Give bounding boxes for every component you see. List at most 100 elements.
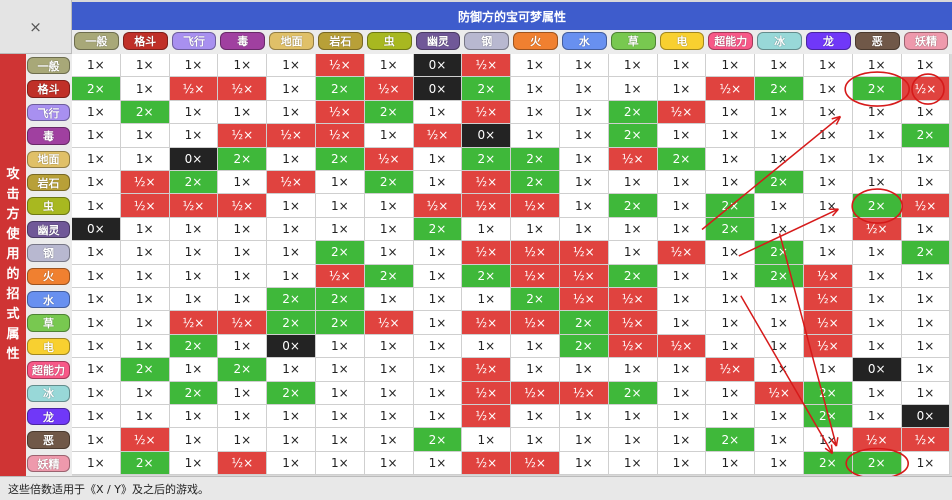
multiplier-cell: ½× [462, 241, 512, 265]
multiplier-cell: 1× [901, 381, 951, 405]
multiplier-cell: 1× [657, 77, 707, 101]
multiplier-cell: 1× [901, 358, 951, 382]
multiplier-cell: 1× [804, 124, 853, 148]
multiplier-cell: 1× [804, 100, 853, 125]
multiplier-cell: ½× [755, 381, 804, 405]
multiplier-cell: ½× [852, 428, 902, 452]
multiplier-cell: 1× [852, 54, 902, 78]
multiplier-cell: 2× [218, 358, 268, 382]
multiplier-cell: 1× [413, 100, 463, 125]
multiplier-cell: 2× [169, 171, 219, 195]
multiplier-cell: 1× [218, 288, 268, 312]
row-header-11: 草 [27, 314, 70, 332]
row-header-2: 飞行 [27, 103, 70, 122]
multiplier-cell: 1× [608, 54, 658, 78]
multiplier-cell: 2× [755, 77, 804, 101]
multiplier-cell: ½× [218, 77, 268, 101]
multiplier-cell: 1× [560, 358, 609, 382]
multiplier-cell: 1× [755, 217, 804, 242]
column-header-7: 幽灵 [415, 32, 461, 50]
multiplier-cell: ½× [462, 100, 512, 125]
multiplier-cell: 1× [706, 381, 756, 405]
multiplier-cell: ½× [364, 77, 414, 101]
multiplier-cell: ½× [706, 358, 756, 382]
multiplier-cell: 1× [657, 124, 707, 148]
multiplier-cell: 1× [608, 405, 658, 429]
multiplier-cell: 1× [413, 264, 463, 288]
multiplier-cell: ½× [364, 147, 414, 171]
multiplier-cell: ½× [511, 194, 560, 218]
multiplier-cell: 1× [511, 217, 560, 242]
multiplier-cell: 1× [72, 334, 121, 359]
multiplier-cell: 1× [267, 147, 316, 171]
row-header-10: 水 [27, 291, 70, 309]
multiplier-cell: 1× [218, 100, 268, 125]
multiplier-cell: ½× [218, 194, 268, 218]
multiplier-cell: 1× [169, 100, 219, 125]
multiplier-cell: 1× [364, 54, 414, 78]
multiplier-cell: ½× [316, 264, 365, 288]
multiplier-cell: 2× [804, 381, 853, 405]
multiplier-cell: 1× [364, 124, 414, 148]
multiplier-cell: 2× [120, 451, 170, 476]
multiplier-cell: ½× [706, 77, 756, 101]
multiplier-cell: 1× [316, 171, 365, 195]
multiplier-cell: ½× [316, 100, 365, 125]
multiplier-cell: 1× [852, 171, 902, 195]
column-header-3: 毒 [220, 32, 266, 50]
attack-type-header-column [26, 54, 72, 476]
multiplier-cell: 1× [804, 217, 853, 242]
multiplier-cell: 1× [72, 124, 121, 148]
multiplier-cell: 1× [267, 217, 316, 242]
multiplier-cell: 1× [560, 428, 609, 452]
multiplier-cell: 1× [364, 334, 414, 359]
multiplier-cell: 1× [560, 194, 609, 218]
multiplier-cell: 1× [657, 171, 707, 195]
multiplier-cell: 1× [267, 241, 316, 265]
multiplier-cell: 1× [169, 288, 219, 312]
multiplier-cell: ½× [901, 428, 951, 452]
multiplier-cell: ½× [560, 241, 609, 265]
column-header-6: 虫 [366, 32, 412, 50]
multiplier-cell: 2× [608, 194, 658, 218]
column-header-10: 水 [562, 32, 607, 50]
multiplier-cell: 1× [120, 311, 170, 335]
multiplier-cell: 1× [755, 428, 804, 452]
multiplier-cell: 1× [267, 405, 316, 429]
multiplier-cell: 1× [413, 381, 463, 405]
row-header-0: 一般 [27, 57, 70, 75]
multiplier-cell: 2× [852, 451, 902, 476]
multiplier-cell: 1× [169, 124, 219, 148]
multiplier-cell: 1× [218, 54, 268, 78]
multiplier-cell: 1× [413, 171, 463, 195]
multiplier-cell: 1× [169, 405, 219, 429]
multiplier-cell: 2× [706, 217, 756, 242]
multiplier-cell: 2× [218, 147, 268, 171]
row-header-7: 幽灵 [27, 220, 70, 239]
multiplier-cell: 1× [267, 451, 316, 476]
multiplier-cell: 1× [511, 405, 560, 429]
multiplier-cell: 1× [316, 358, 365, 382]
multiplier-cell: ½× [462, 171, 512, 195]
row-header-13: 超能力 [27, 361, 70, 379]
multiplier-cell: 1× [218, 334, 268, 359]
multiplier-cell: ½× [804, 334, 853, 359]
multiplier-cell: 2× [462, 77, 512, 101]
multiplier-cell: 2× [511, 147, 560, 171]
multiplier-cell: ½× [316, 54, 365, 78]
multiplier-cell: ½× [560, 381, 609, 405]
multiplier-cell: ½× [462, 405, 512, 429]
multiplier-cell: 1× [804, 77, 853, 101]
multiplier-cell: ½× [511, 311, 560, 335]
multiplier-cell: 1× [804, 241, 853, 265]
multiplier-cell: 1× [120, 147, 170, 171]
multiplier-cell: 2× [706, 428, 756, 452]
multiplier-cell: 2× [901, 124, 951, 148]
multiplier-cell: 0× [462, 124, 512, 148]
multiplier-cell: ½× [608, 288, 658, 312]
multiplier-cell: 1× [169, 428, 219, 452]
multiplier-cell: 1× [706, 54, 756, 78]
column-header-16: 恶 [854, 32, 900, 50]
multiplier-cell: ½× [657, 334, 707, 359]
multiplier-cell: 1× [169, 54, 219, 78]
